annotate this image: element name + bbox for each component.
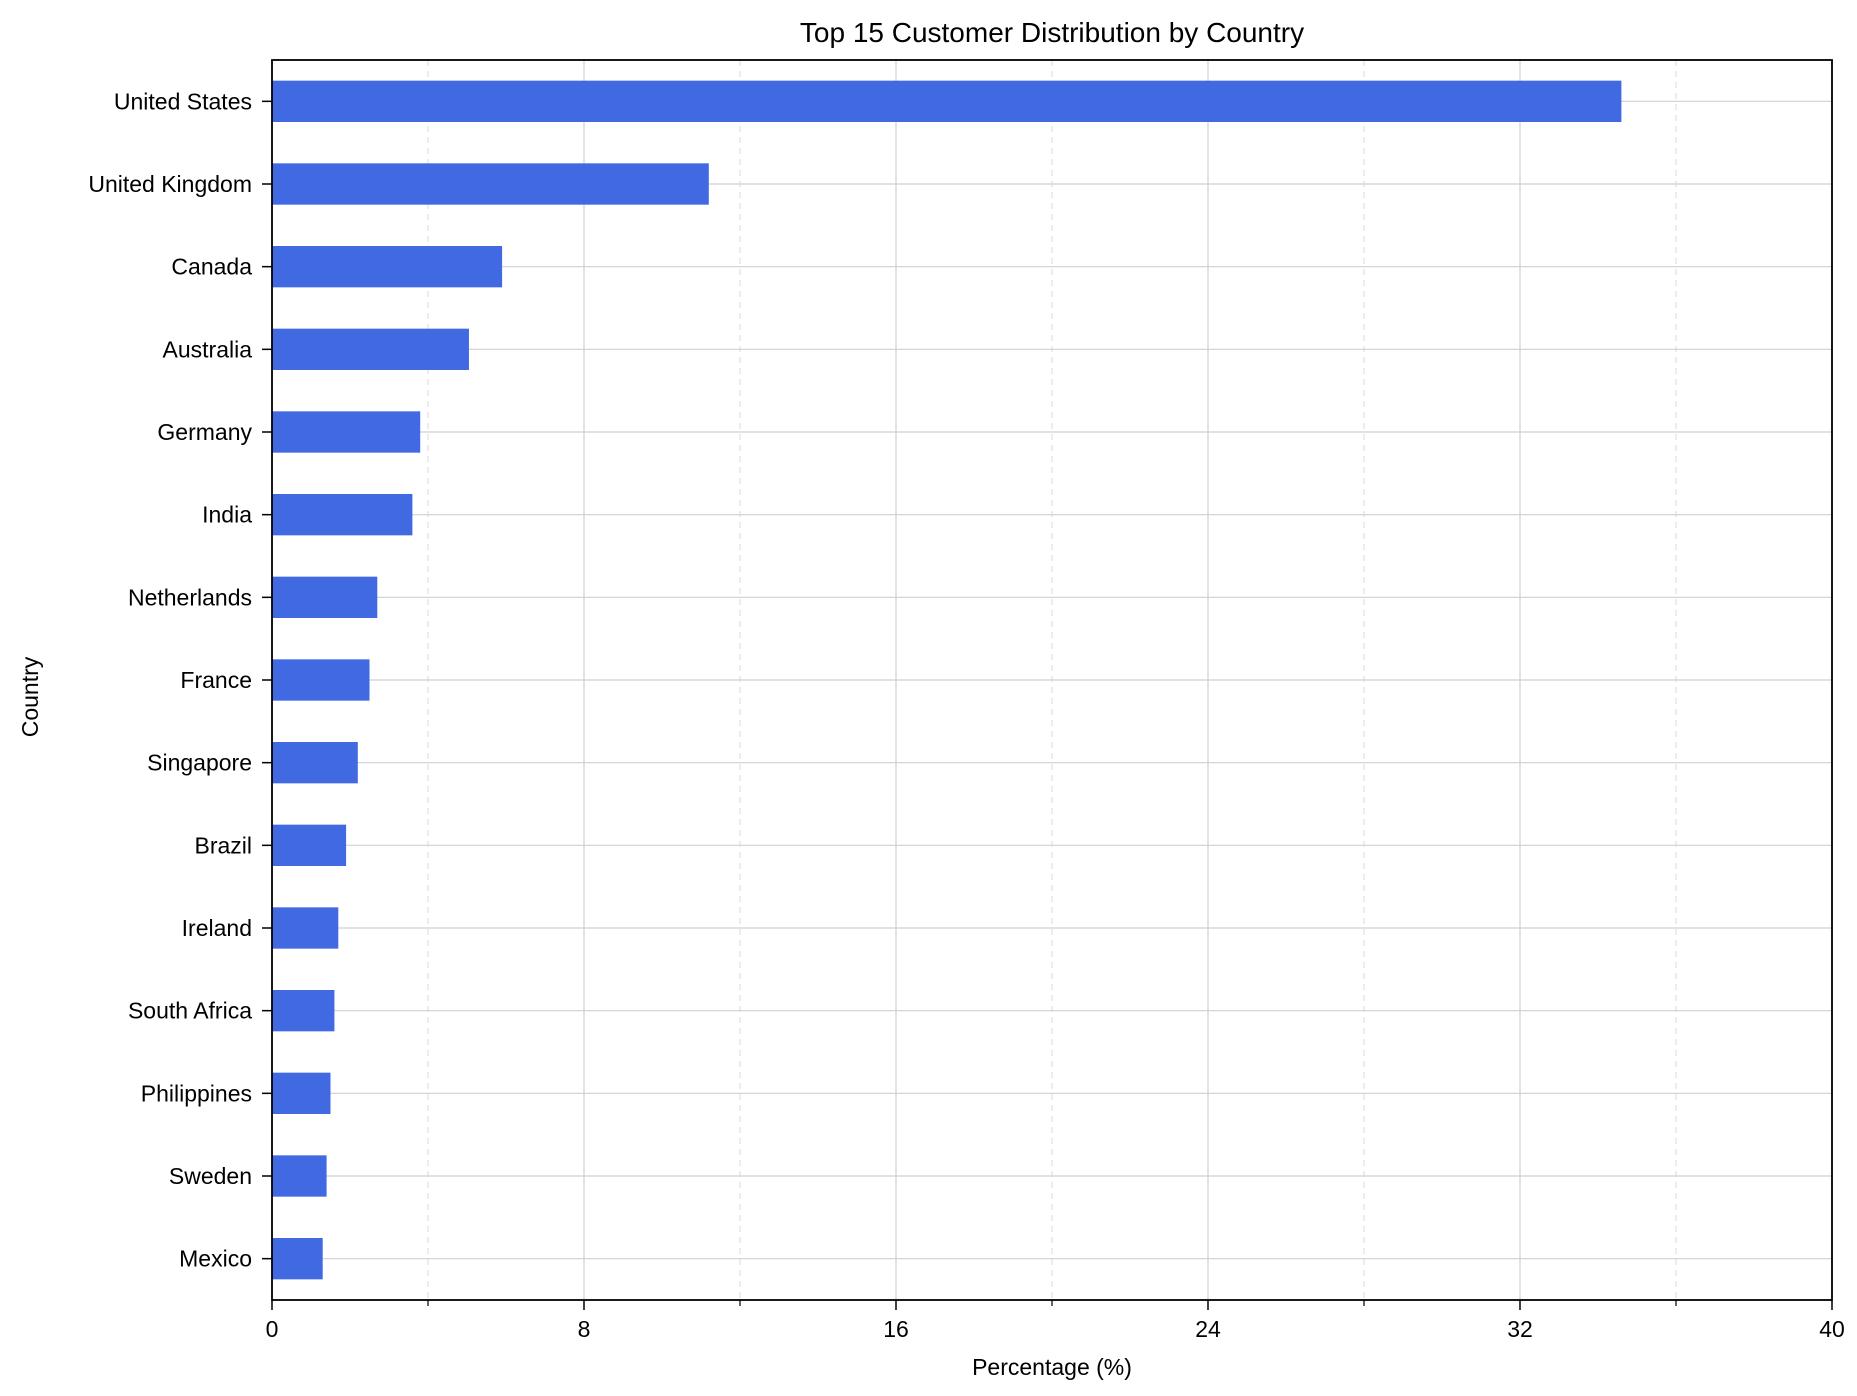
y-tick-label: India (202, 502, 252, 528)
bar-ireland (272, 907, 339, 949)
bar-netherlands (272, 576, 378, 618)
y-tick-label: Mexico (179, 1246, 252, 1272)
bar-india (272, 494, 413, 536)
x-axis-label: Percentage (%) (972, 1354, 1132, 1380)
y-tick-label: Germany (157, 419, 252, 445)
x-tick-label: 24 (1195, 1316, 1221, 1342)
bar-united-states (272, 80, 1622, 122)
labels: 0 8 16 24 32 40 United States United Kingdom Can… (88, 88, 1844, 1342)
x-tick-label: 0 (266, 1316, 279, 1342)
chart-title: Top 15 Customer Distribution by Country (800, 17, 1304, 48)
x-tick-label: 40 (1819, 1316, 1845, 1342)
bar-united-kingdom (272, 163, 709, 205)
y-tick-label: South Africa (128, 998, 252, 1024)
y-axis-label: Country (17, 656, 43, 737)
bars (272, 80, 1622, 1280)
bar-sweden (272, 1155, 327, 1197)
plot-frame (271, 59, 1833, 1301)
bar-singapore (272, 742, 358, 784)
bar-germany (272, 411, 421, 453)
y-tick-label: Singapore (147, 750, 252, 776)
y-tick-label: France (180, 667, 252, 693)
y-tick-label: United States (114, 88, 252, 114)
bar-south-africa (272, 990, 335, 1032)
x-tick-label: 16 (883, 1316, 909, 1342)
y-tick-label: Canada (171, 254, 252, 280)
y-tick-label: Sweden (169, 1163, 252, 1189)
bar-canada (272, 246, 503, 288)
y-tick-label: Ireland (182, 915, 252, 941)
bar-france (272, 659, 370, 701)
bar-brazil (272, 824, 347, 866)
axes (262, 59, 1833, 1310)
bar-australia (272, 328, 469, 370)
y-tick-label: Brazil (194, 832, 252, 858)
y-tick-label: Australia (163, 336, 253, 362)
y-tick-label: Netherlands (128, 584, 252, 610)
bar-philippines (272, 1072, 331, 1114)
y-tick-label: Philippines (141, 1080, 252, 1106)
x-tick-label: 32 (1507, 1316, 1533, 1342)
bar-mexico (272, 1238, 323, 1280)
x-tick-label: 8 (578, 1316, 591, 1342)
y-tick-label: United Kingdom (88, 171, 252, 197)
